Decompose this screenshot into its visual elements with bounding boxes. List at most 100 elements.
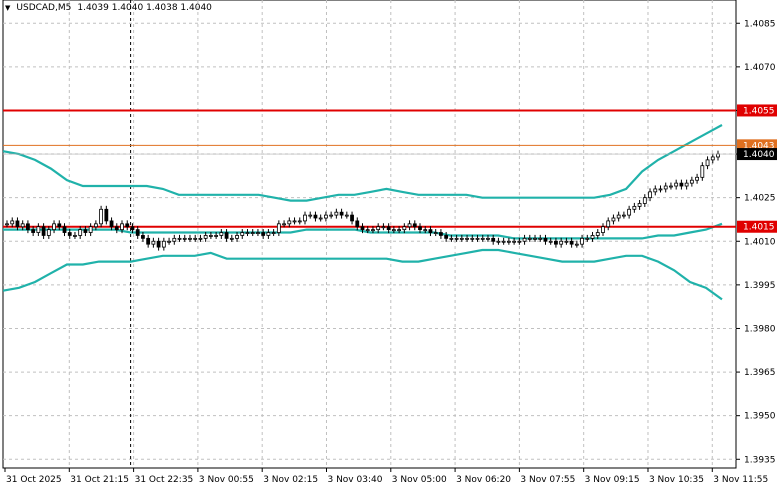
candle-body [271,232,276,234]
candle-body [569,240,574,245]
candle-body [397,229,401,232]
candle-body [632,205,637,210]
x-tick-label: 3 Nov 10:35 [649,475,704,485]
candle-body [585,237,590,240]
dropdown-triangle-icon[interactable]: ▼ [5,4,11,12]
y-tick-label: 1.3980 [744,324,776,334]
candle-body [381,226,386,229]
candle-body [73,235,77,237]
candle-body [93,223,98,228]
candle-body [386,226,391,231]
candle-body [538,237,543,240]
bollinger-upper-band [2,124,723,202]
candle-body [156,240,161,248]
candle-body [601,226,605,233]
candle-body [710,156,715,161]
candle-body [31,229,36,233]
candle-body [663,185,668,190]
candle-body [256,232,260,234]
candle-body [459,237,464,240]
current-price-tag [737,148,777,161]
candle-body [554,240,558,245]
candle-body [716,153,720,158]
candle-body [689,179,694,184]
candle-body [533,237,537,240]
candle-body [313,214,318,219]
candle-body [177,237,182,240]
candle-body [297,220,302,223]
candle-body [188,237,192,240]
symbol-timeframe: USDCAD,M5 [16,3,72,13]
candle-body [229,237,234,240]
candle-body [527,237,532,240]
candle-body [52,223,56,231]
candle-body [62,226,67,233]
candle-body [172,237,177,242]
candle-body [627,208,632,216]
x-tick-label: 31 Oct 22:35 [135,475,194,485]
current-price-label: 1.4040 [743,150,775,160]
candle-body [78,229,83,236]
candle-body [548,240,553,243]
candle-body [355,220,360,228]
candle-body [219,232,224,236]
candle-body [648,191,652,199]
candle-body [350,214,354,222]
candle-body [83,229,88,233]
candle-body [208,235,213,237]
candle-body [329,214,334,217]
candle-body [611,217,616,222]
candle-body [470,237,475,240]
candle-body [491,237,496,242]
candle-body [564,240,569,243]
candle-body [109,220,114,228]
candle-body [120,223,124,231]
candle-body [250,232,255,234]
candle-body [203,235,208,239]
candle-body [26,223,30,231]
candle-body [606,220,611,228]
candle-body [5,223,9,226]
candle-body [407,223,412,228]
x-tick-label: 3 Nov 07:55 [520,475,575,485]
x-tick-label: 3 Nov 03:40 [327,475,382,485]
candle-body [637,203,642,207]
ohlc-values: 1.4039 1.4040 1.4038 1.4040 [77,3,212,13]
candle-body [99,208,104,225]
candle-body [475,237,480,240]
candle-body [454,237,459,240]
candle-body [324,214,328,219]
candle-body [512,240,517,243]
price-level-tag [737,220,777,233]
candle-body [433,232,438,234]
candle-body [292,220,297,223]
candle-body [695,176,699,181]
candle-body [669,185,673,188]
candle-body [674,182,679,187]
candle-body [616,214,621,219]
candle-body [580,237,584,245]
candle-body [240,232,245,236]
candle-body [303,214,307,222]
y-tick-label: 1.3950 [744,412,776,422]
candle-body [365,229,370,232]
candle-body [376,226,381,231]
candle-body [193,237,198,240]
candle-body [224,232,229,239]
candle-body [130,226,135,231]
candle-body [506,240,511,243]
candle-body [700,165,705,178]
candle-body [125,223,130,228]
candle-body [653,188,658,193]
candle-body [67,232,72,236]
candle-body [339,211,344,216]
candle-body [642,197,647,204]
y-tick-label: 1.4070 [744,63,776,73]
candle-body [679,182,684,187]
price-level-label: 1.4043 [743,141,775,151]
candle-body [360,226,365,231]
candle-body [46,229,51,236]
candle-body [496,240,501,243]
